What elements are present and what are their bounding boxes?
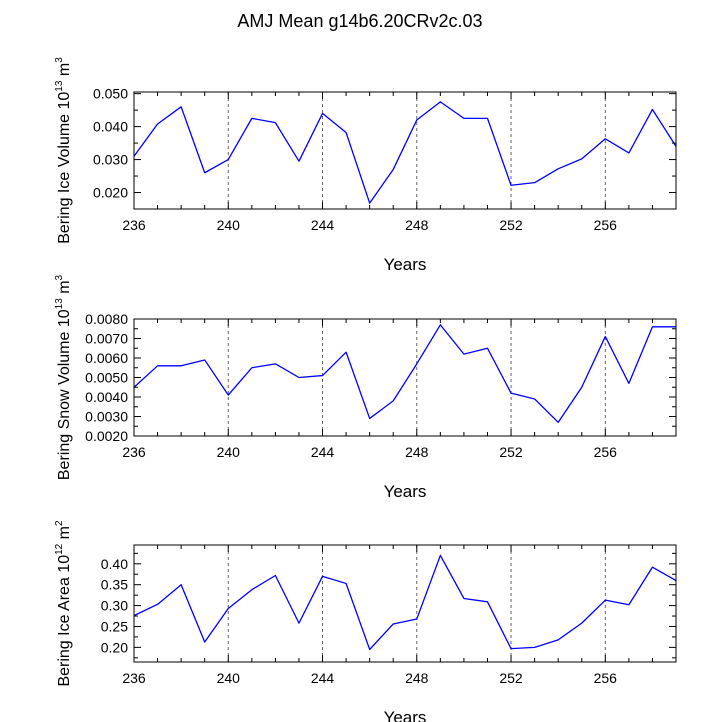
x-axis-label: Years bbox=[384, 255, 427, 274]
y-tick-label: 0.0050 bbox=[85, 370, 128, 386]
x-tick-label: 244 bbox=[311, 670, 335, 686]
y-tick-label: 0.050 bbox=[93, 86, 128, 102]
y-tick-label: 0.040 bbox=[93, 119, 128, 135]
y-tick-label: 0.0070 bbox=[85, 331, 128, 347]
x-axis-label: Years bbox=[384, 482, 427, 501]
y-axis-label-exponent: 13 bbox=[54, 298, 65, 310]
y-axis-label-unit: m bbox=[56, 280, 73, 298]
x-tick-label: 248 bbox=[405, 444, 429, 460]
y-tick-label: 0.35 bbox=[101, 577, 128, 593]
x-tick-label: 244 bbox=[311, 444, 335, 460]
y-tick-label: 0.0040 bbox=[85, 389, 128, 405]
y-tick-label: 0.030 bbox=[93, 152, 128, 168]
y-axis-label-unit: m bbox=[56, 526, 73, 544]
y-axis-label: Bering Ice Volume 1013 m3 bbox=[54, 57, 73, 244]
x-axis-label: Years bbox=[384, 708, 427, 722]
x-tick-label: 240 bbox=[217, 670, 241, 686]
x-tick-label: 236 bbox=[122, 444, 146, 460]
y-axis-label-unit-exponent: 2 bbox=[54, 520, 65, 526]
y-tick-label: 0.0080 bbox=[85, 311, 128, 327]
y-axis-label-unit-exponent: 3 bbox=[54, 57, 65, 63]
x-tick-label: 252 bbox=[499, 444, 523, 460]
series-line bbox=[133, 324, 676, 424]
y-tick-label: 0.0020 bbox=[85, 428, 128, 444]
y-tick-label: 0.25 bbox=[101, 618, 128, 634]
y-axis-label-exponent: 13 bbox=[54, 80, 65, 92]
x-tick-label: 252 bbox=[499, 670, 523, 686]
panel-1: 236 240 244 248 252 256 0.020 0.030 0.040 0.050 Ye… bbox=[54, 57, 677, 274]
y-axis-label-unit-exponent: 3 bbox=[54, 274, 65, 280]
y-axis-label-exponent: 12 bbox=[54, 543, 65, 555]
x-tick-label: 240 bbox=[217, 217, 241, 233]
y-axis-label: Bering Snow Volume 1013 m3 bbox=[54, 274, 73, 480]
series-line bbox=[133, 101, 677, 204]
y-tick-label: 0.0030 bbox=[85, 409, 128, 425]
y-tick-label: 0.20 bbox=[101, 639, 128, 655]
y-axis-label-unit: m bbox=[56, 63, 73, 81]
panel-3: 236 240 244 248 252 256 0.20 0.25 0.30 0.35 0.40 Ye… bbox=[54, 520, 677, 722]
series-line bbox=[133, 554, 677, 651]
y-tick-label: 0.30 bbox=[101, 598, 128, 614]
x-tick-label: 248 bbox=[405, 217, 429, 233]
x-tick-label: 248 bbox=[405, 670, 429, 686]
y-axis-label-text: Bering Snow Volume 10 bbox=[56, 309, 73, 480]
panel-2: 236 240 244 248 252 256 0.0020 0.0030 0.0040 0.00… bbox=[54, 274, 677, 501]
plot-frame bbox=[133, 91, 677, 210]
x-tick-label: 256 bbox=[594, 444, 618, 460]
x-tick-label: 244 bbox=[311, 217, 335, 233]
y-axis-label-text: Bering Ice Volume 10 bbox=[56, 92, 73, 244]
plot-frame bbox=[133, 318, 677, 437]
x-tick-label: 236 bbox=[122, 217, 146, 233]
x-tick-label: 256 bbox=[594, 217, 618, 233]
x-tick-label: 236 bbox=[122, 670, 146, 686]
y-tick-label: 0.020 bbox=[93, 185, 128, 201]
y-tick-label: 0.0060 bbox=[85, 350, 128, 366]
x-tick-label: 240 bbox=[217, 444, 241, 460]
y-tick-label: 0.40 bbox=[101, 556, 128, 572]
x-tick-label: 252 bbox=[499, 217, 523, 233]
y-axis-label-text: Bering Ice Area 10 bbox=[56, 555, 73, 687]
y-axis-label: Bering Ice Area 1012 m2 bbox=[54, 520, 73, 687]
figure-title: AMJ Mean g14b6.20CRv2c.03 bbox=[237, 11, 482, 31]
x-tick-label: 256 bbox=[594, 670, 618, 686]
plot-frame bbox=[133, 544, 677, 663]
